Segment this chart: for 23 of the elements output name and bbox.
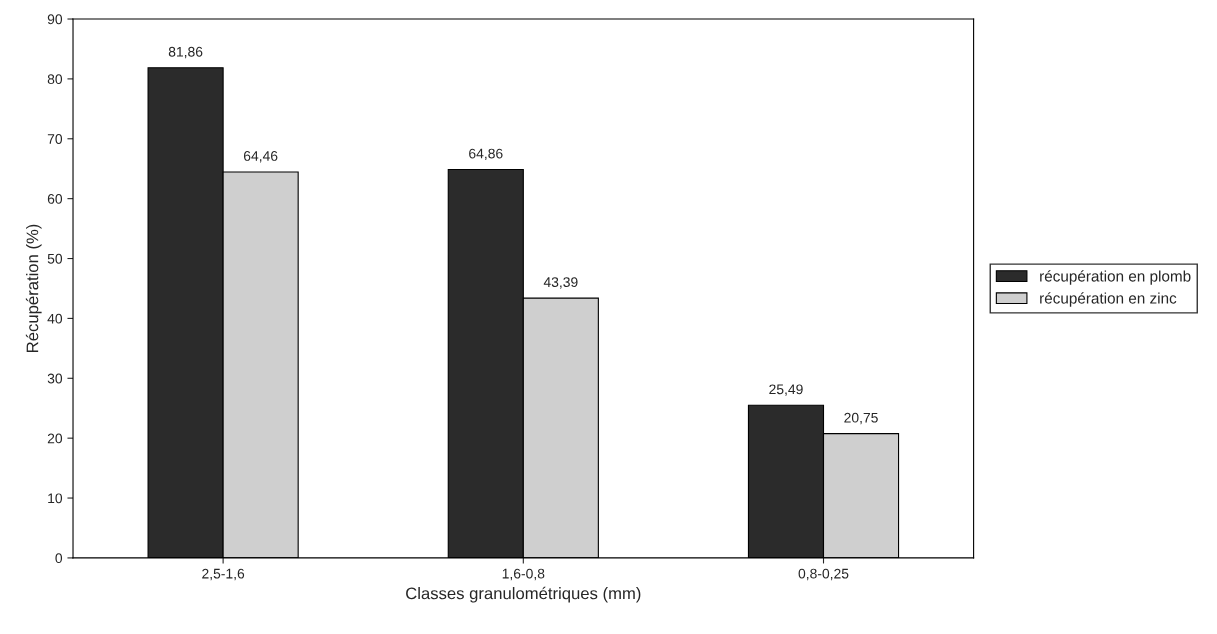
y-tick-label: 40 bbox=[47, 313, 63, 324]
data-label: 20,75 bbox=[844, 412, 878, 425]
x-tick-label: 1,6-0,8 bbox=[502, 568, 545, 581]
x-tick-label: 2,5-1,6 bbox=[202, 568, 245, 581]
data-label: 81,86 bbox=[168, 46, 203, 59]
data-label: 25,49 bbox=[769, 384, 803, 396]
y-tick-label: 50 bbox=[47, 253, 63, 264]
y-tick-label: 20 bbox=[47, 433, 63, 444]
data-label: 64,46 bbox=[243, 151, 278, 163]
data-label: 64,86 bbox=[469, 148, 503, 161]
y-tick-label: 60 bbox=[47, 193, 63, 204]
y-tick-label: 90 bbox=[47, 14, 63, 25]
data-label: 43,39 bbox=[543, 277, 578, 289]
legend-label: récupération en plomb bbox=[1040, 270, 1191, 285]
y-tick-label: 70 bbox=[47, 134, 63, 144]
legend-label: récupération en zinc bbox=[1040, 292, 1177, 307]
y-tick-label: 30 bbox=[47, 373, 63, 384]
y-tick-label: 80 bbox=[47, 74, 63, 85]
y-tick-label: 10 bbox=[48, 493, 63, 504]
x-axis-title: Classes granulométriques (mm) bbox=[406, 586, 641, 603]
y-axis-title: Récupération (%) bbox=[25, 224, 42, 352]
y-tick-label: 0 bbox=[55, 553, 63, 564]
x-tick-label: 0,8-0,25 bbox=[798, 568, 849, 581]
